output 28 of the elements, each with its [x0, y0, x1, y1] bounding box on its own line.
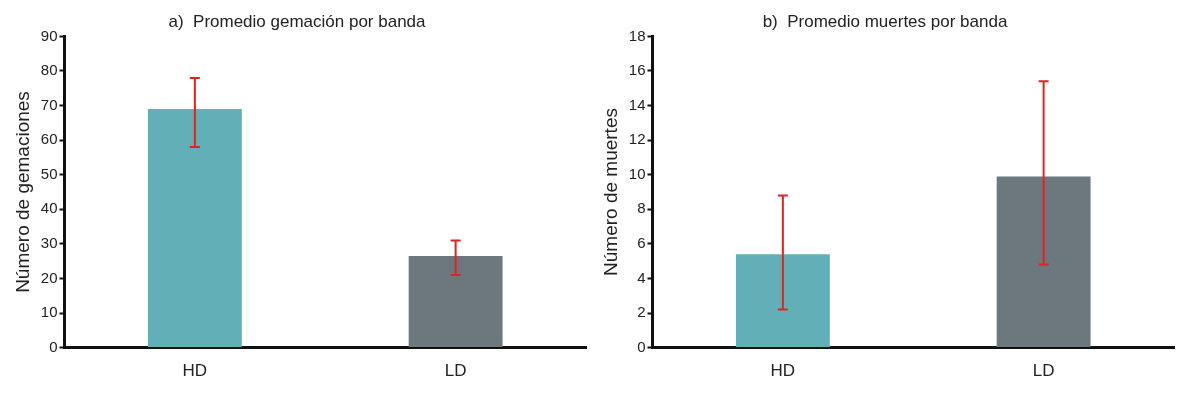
x-tick-label: LD — [1032, 361, 1055, 381]
y-tick-label: 0 — [49, 337, 58, 355]
y-tick-label: 90 — [40, 26, 58, 44]
y-tick-label: 12 — [628, 130, 646, 148]
y-tick-label: 70 — [40, 95, 58, 113]
chart-title: b) Promedio muertes por banda — [762, 11, 1008, 31]
y-axis-title: Número de muertes — [599, 108, 621, 276]
y-tick-label: 8 — [637, 199, 646, 217]
y-tick-label: 20 — [40, 268, 58, 286]
x-tick-label: LD — [444, 361, 467, 381]
y-tick-label: 16 — [628, 61, 646, 79]
y-tick-label: 50 — [40, 164, 58, 182]
y-tick-label: 4 — [637, 268, 646, 286]
x-tick-label: HD — [182, 361, 208, 381]
y-axis-title: Número de gemaciones — [11, 91, 33, 293]
y-tick-label: 6 — [637, 234, 646, 252]
chart-title: a) Promedio gemación por banda — [168, 11, 427, 31]
x-tick-label: HD — [770, 361, 796, 381]
y-tick-label: 40 — [40, 199, 58, 217]
y-tick-label: 10 — [40, 303, 58, 321]
y-tick-label: 18 — [628, 26, 646, 44]
y-tick-label: 80 — [40, 61, 58, 79]
y-tick-label: 30 — [40, 234, 58, 252]
y-tick-label: 60 — [40, 130, 58, 148]
y-tick-label: 2 — [637, 303, 646, 321]
y-tick-label: 0 — [637, 337, 646, 355]
y-tick-label: 10 — [628, 164, 646, 182]
y-tick-label: 14 — [628, 95, 646, 113]
